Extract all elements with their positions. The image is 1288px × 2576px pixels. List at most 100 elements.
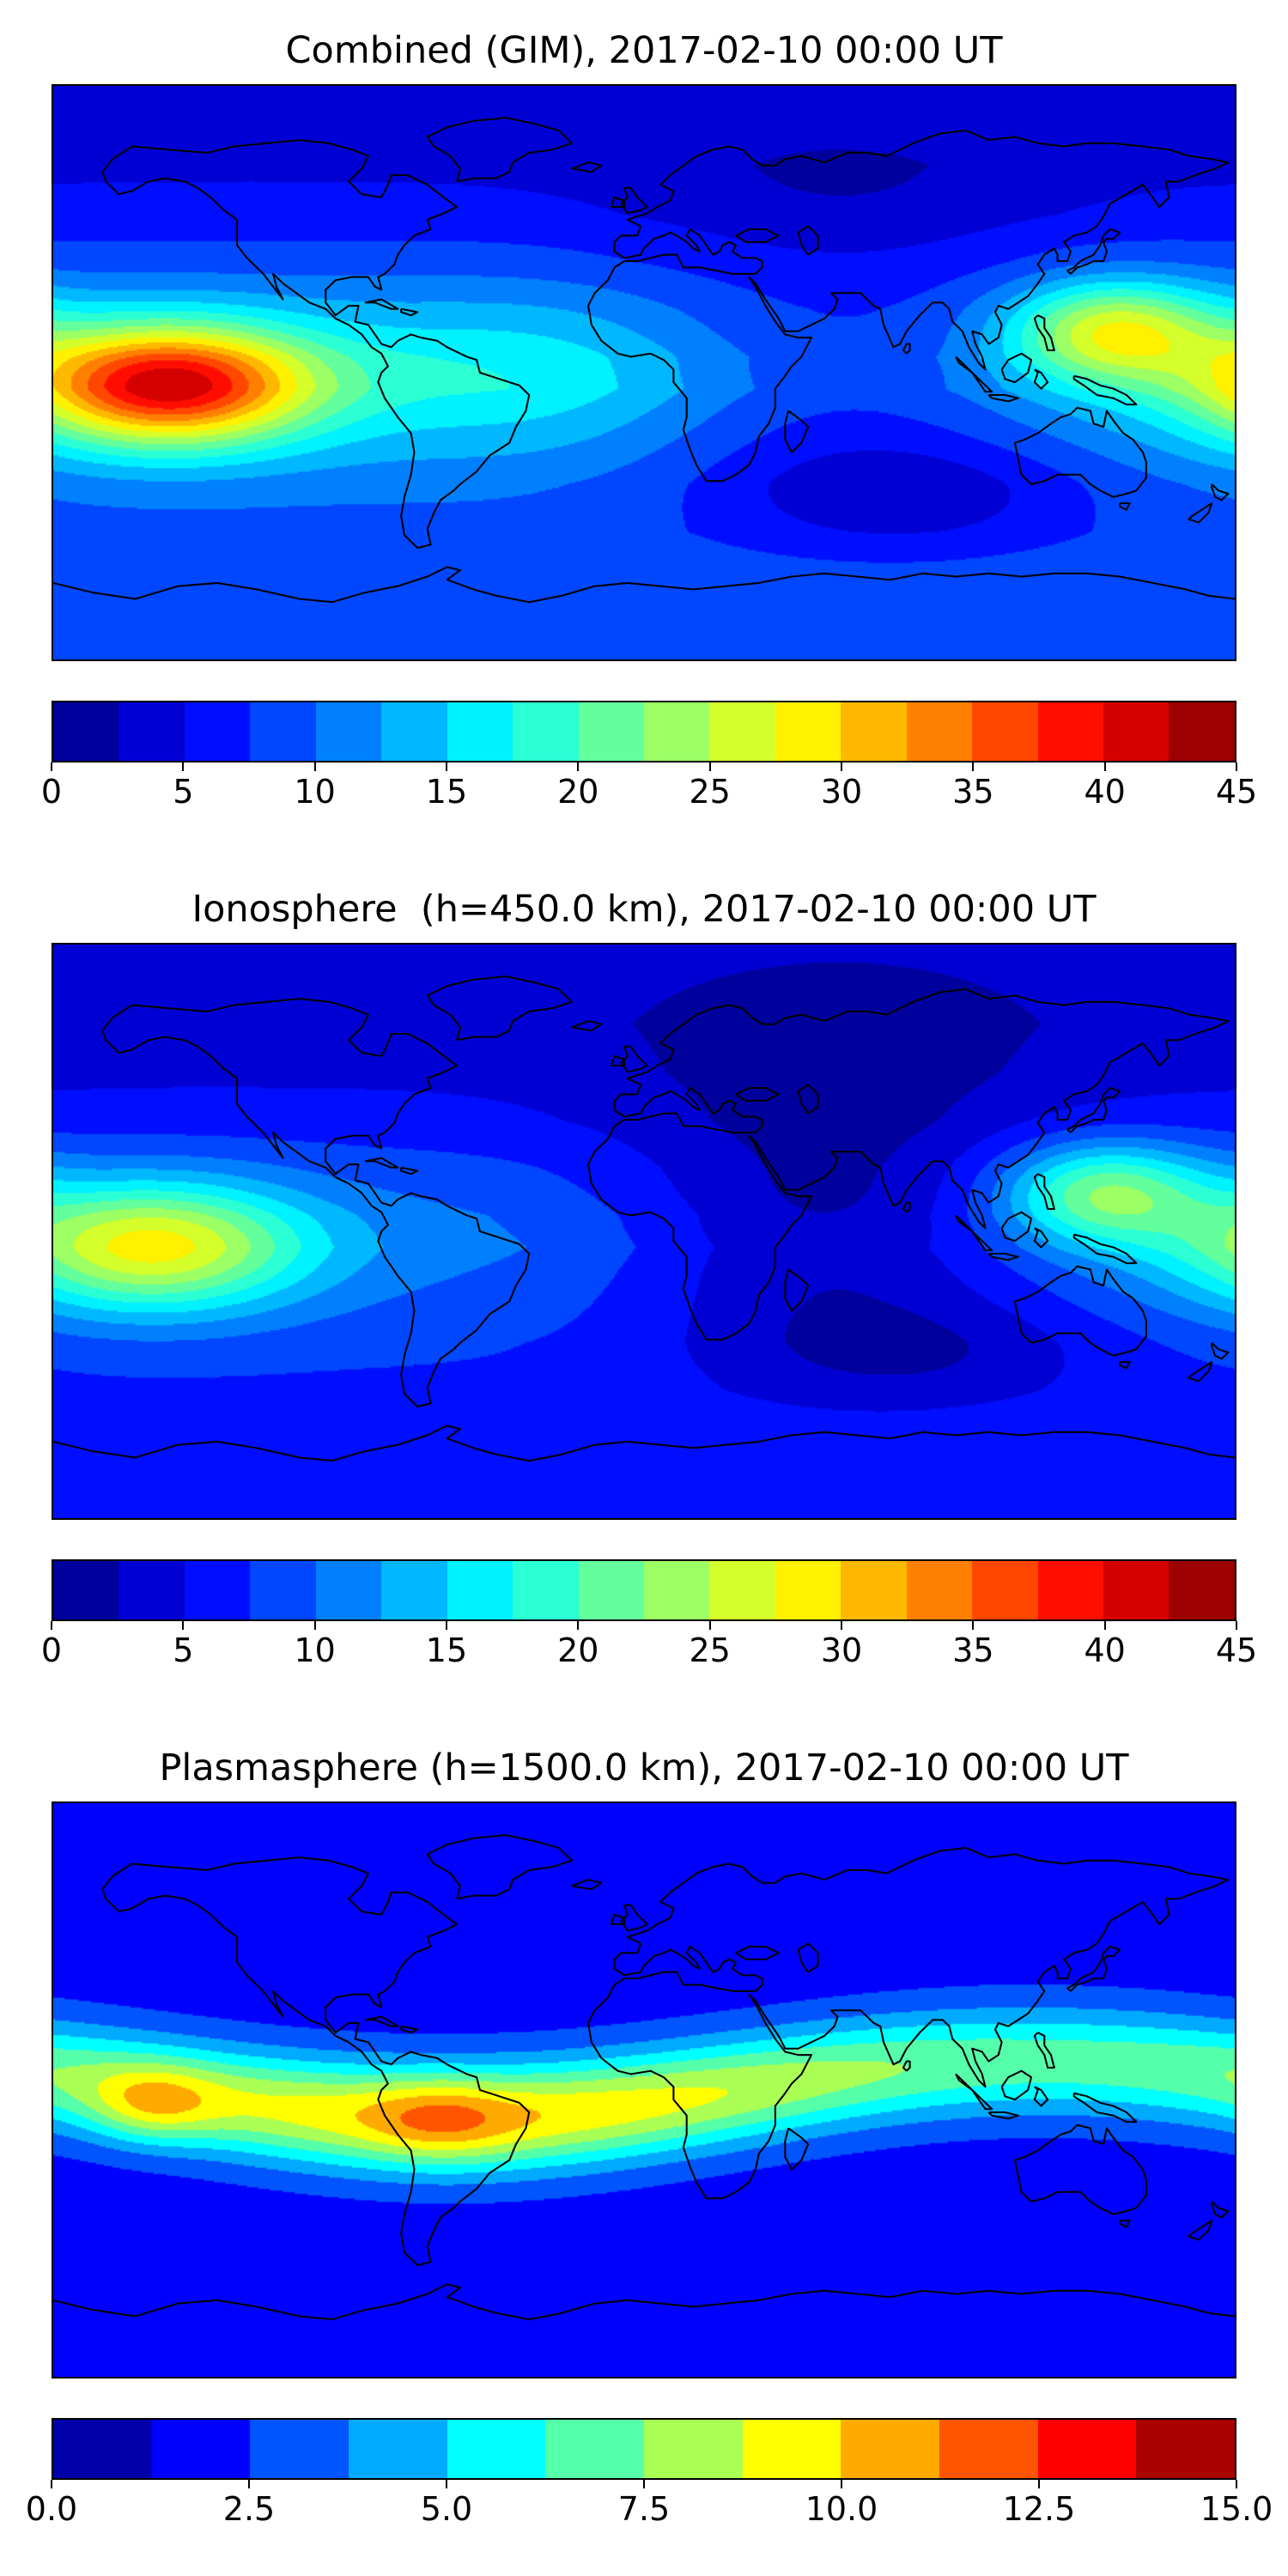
colorbar-segment [151, 2420, 251, 2478]
colorbar-segment [1103, 702, 1170, 761]
coastline-path [586, 129, 1230, 483]
colorbar-ticks: 0 5 10 15 20 25 30 35 40 45 [41, 762, 1257, 811]
world-map-ionosphere [52, 943, 1236, 1520]
coastline-path [1033, 1227, 1049, 1249]
coastline-path [1013, 1265, 1147, 1357]
colorbar-tick-label: 30 [820, 1631, 863, 1669]
colorbar-tickmark [51, 1621, 52, 1630]
colorbar-tick-label: 12.5 [1002, 2490, 1076, 2528]
colorbar-tickmark [182, 762, 185, 771]
colorbar-segment [315, 1561, 382, 1619]
panel-title-combined: Combined (GIM), 2017-02-10 00:00 UT [285, 29, 1003, 72]
coastline-path [1066, 228, 1121, 275]
coastline-path [364, 2015, 399, 2027]
coastline-path [902, 1201, 911, 1213]
colorbar-segment [578, 1561, 644, 1619]
coastline-path [426, 117, 573, 183]
coastline-path [586, 1846, 1230, 2200]
coastline-path [101, 139, 531, 550]
colorbar-segment [447, 702, 513, 761]
panel-title-plasmasphere: Plasmasphere (h=1500.0 km), 2017-02-10 0… [159, 1747, 1129, 1789]
coastline-path [784, 1268, 810, 1312]
colorbar [52, 2418, 1236, 2480]
colorbar-tick-label: 45 [1215, 773, 1258, 811]
colorbar-tick-label: 20 [557, 773, 599, 811]
colorbar-tickmark [1103, 762, 1106, 771]
coastline-path [610, 196, 626, 209]
colorbar-segment [841, 2420, 940, 2478]
panel-title-ionosphere: Ionosphere (h=450.0 km), 2017-02-10 00:0… [191, 888, 1097, 931]
colorbar-segment [775, 702, 841, 761]
coastline-path [1033, 2086, 1049, 2107]
colorbar-tickmark [248, 2480, 250, 2488]
colorbar-tickmark [972, 762, 975, 771]
coastline-path [1072, 374, 1138, 406]
colorbar-tick-label: 0 [40, 1631, 63, 1669]
colorbar-segment [1136, 2420, 1236, 2478]
coastline-path [987, 2111, 1019, 2120]
colorbar-tick-label: 5 [173, 1631, 194, 1669]
panel-plasmasphere: Plasmasphere (h=1500.0 km), 2017-02-10 0… [0, 1717, 1288, 2576]
colorbar-tickmark [445, 1621, 447, 1630]
colorbar-tickmark [841, 1621, 842, 1630]
colorbar-segment [578, 702, 644, 761]
coastline-path [53, 1425, 1235, 1462]
colorbar-segment [906, 702, 973, 761]
colorbar-segment [939, 2420, 1038, 2478]
colorbar-segment [972, 1561, 1038, 1619]
colorbar-segment [972, 702, 1038, 761]
colorbar-segment [1169, 1561, 1235, 1619]
coastline-path [1188, 1361, 1213, 1382]
coastline-path [101, 998, 531, 1408]
colorbar-tick-label: 2.5 [222, 2490, 276, 2528]
coastline-path [53, 566, 1235, 604]
coastline-path [1119, 1361, 1131, 1370]
colorbar-tickmark [708, 762, 711, 771]
colorbar-segment [1169, 702, 1235, 761]
colorbar-tickmark [1103, 1621, 1106, 1630]
coastline-path [1033, 368, 1049, 390]
coastline-path [1013, 406, 1147, 498]
coastline-path [586, 987, 1230, 1341]
coastline-path [364, 1157, 399, 1169]
colorbar-segment [53, 2420, 152, 2478]
coastline-path [1188, 502, 1213, 524]
colorbar-tick-label: 5 [173, 773, 194, 811]
coastline-path [571, 1020, 603, 1032]
colorbar-tick-label: 15.0 [1200, 2490, 1273, 2528]
colorbar-tick-label: 25 [689, 773, 731, 811]
colorbar-segment [841, 702, 907, 761]
colorbar-segment [118, 1561, 185, 1619]
coastline-path [610, 1913, 626, 1926]
colorbar-segment [381, 702, 447, 761]
colorbar-segment [1037, 2420, 1137, 2478]
coastline-path [797, 1942, 819, 1973]
coastline-path [1000, 2069, 1033, 2101]
colorbar-tickmark [643, 2480, 645, 2488]
colorbar-wrap: 0.0 2.5 5.0 7.5 10.0 12.5 15.0 [26, 2418, 1273, 2528]
colorbar-tick-label: 45 [1215, 1631, 1258, 1669]
colorbar-segment [513, 1561, 579, 1619]
colorbar-segment [250, 1561, 316, 1619]
coastline-path [1211, 2201, 1230, 2219]
colorbar-tick-label: 15 [425, 1631, 468, 1669]
coastline-path [1066, 1945, 1121, 1992]
colorbar-segment [184, 702, 251, 761]
colorbar-tick-label: 15 [425, 773, 468, 811]
coastlines-overlay [53, 117, 1235, 604]
coastline-path [955, 1214, 993, 1252]
colorbar-tickmark [51, 2480, 52, 2488]
coastline-path [53, 2283, 1235, 2321]
colorbar-tick-label: 10.0 [805, 2490, 878, 2528]
colorbar-tickmark [577, 762, 580, 771]
colorbar-segment [841, 1561, 907, 1619]
colorbar-tick-label: 10 [294, 1631, 336, 1669]
colorbar-segment [1037, 1561, 1103, 1619]
colorbar-segment [315, 702, 382, 761]
colorbar-tick-label: 40 [1084, 1631, 1126, 1669]
coastline-path [1033, 2032, 1055, 2069]
coastline-path [784, 2127, 810, 2171]
colorbar-tickmark [577, 1621, 580, 1630]
colorbar-wrap: 0 5 10 15 20 25 30 35 40 45 [41, 1559, 1257, 1669]
colorbar-segment [545, 2420, 645, 2478]
